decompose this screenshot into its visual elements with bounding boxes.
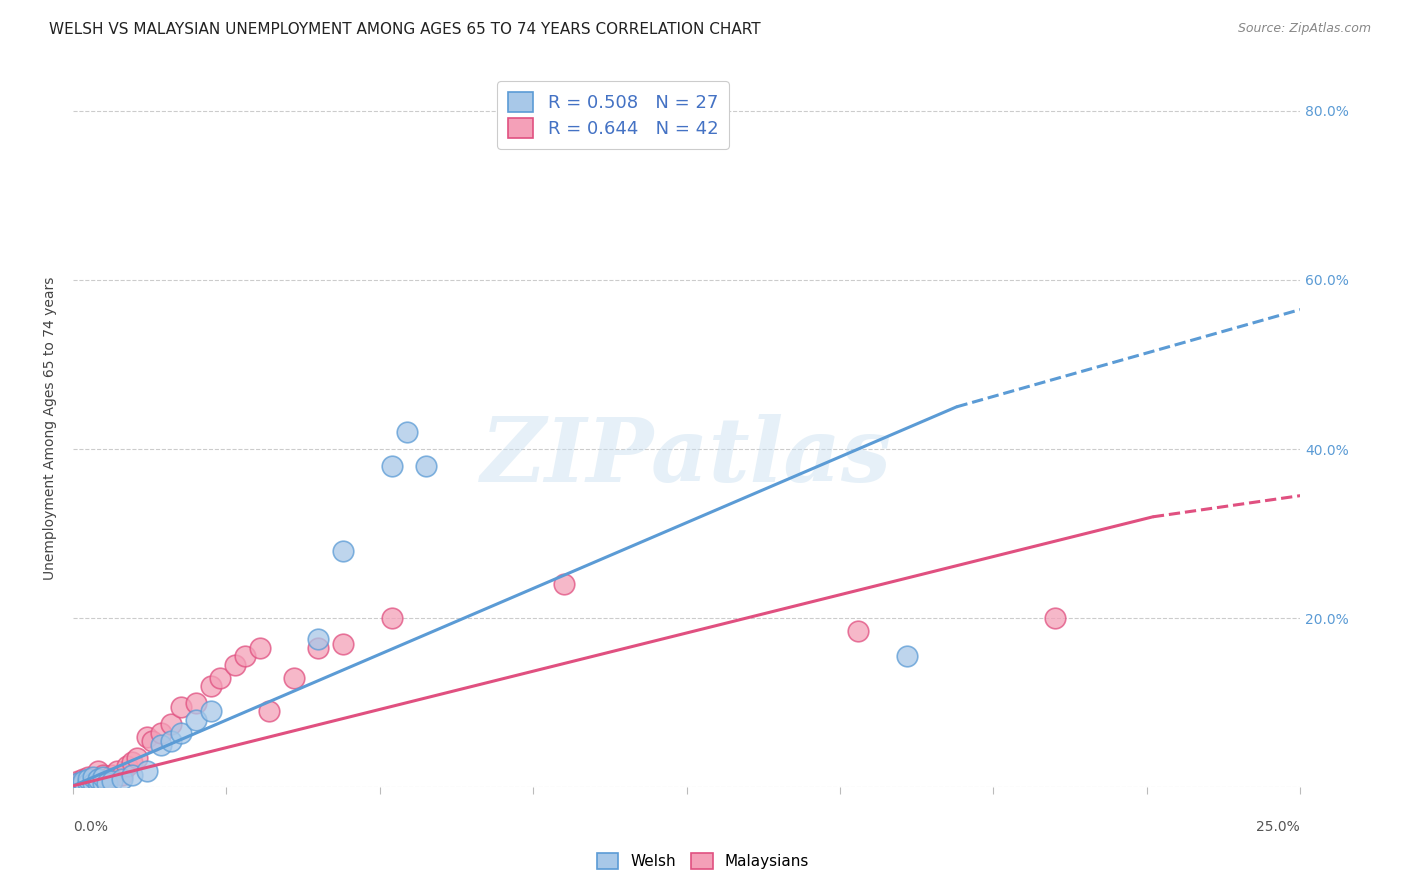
Point: [91, 776, 114, 790]
Text: 0.0%: 0.0%: [73, 820, 108, 834]
Point: [86, 764, 108, 778]
Point: [105, 764, 128, 778]
Point: [135, 764, 157, 778]
Point: [66, 776, 89, 790]
Point: [111, 772, 134, 786]
Point: [249, 640, 271, 655]
Point: [1043, 611, 1066, 625]
Point: [96, 776, 118, 790]
Point: [308, 632, 330, 647]
Point: [86, 772, 108, 786]
Point: [82, 772, 104, 786]
Point: [332, 637, 354, 651]
Point: [125, 751, 148, 765]
Point: [896, 649, 918, 664]
Text: ZIPatlas: ZIPatlas: [481, 414, 891, 500]
Point: [82, 776, 104, 790]
Point: [121, 755, 143, 769]
Point: [308, 640, 330, 655]
Point: [76, 772, 98, 786]
Point: [76, 776, 98, 790]
Point: [381, 611, 404, 625]
Point: [76, 776, 98, 790]
Point: [82, 770, 104, 784]
Point: [184, 696, 207, 710]
Point: [72, 776, 94, 790]
Point: [86, 776, 108, 790]
Point: [415, 458, 437, 473]
Point: [170, 700, 193, 714]
Point: [121, 768, 143, 782]
Point: [848, 624, 870, 638]
Point: [150, 738, 173, 752]
Text: WELSH VS MALAYSIAN UNEMPLOYMENT AMONG AGES 65 TO 74 YEARS CORRELATION CHART: WELSH VS MALAYSIAN UNEMPLOYMENT AMONG AG…: [49, 22, 761, 37]
Point: [224, 657, 246, 672]
Point: [395, 425, 418, 440]
Point: [553, 577, 575, 591]
Point: [76, 779, 98, 793]
Point: [160, 717, 183, 731]
Point: [209, 671, 232, 685]
Point: [76, 770, 98, 784]
Point: [66, 776, 89, 790]
Point: [200, 704, 222, 718]
Point: [141, 734, 163, 748]
Y-axis label: Unemployment Among Ages 65 to 74 years: Unemployment Among Ages 65 to 74 years: [44, 277, 58, 580]
Text: Source: ZipAtlas.com: Source: ZipAtlas.com: [1237, 22, 1371, 36]
Point: [150, 725, 173, 739]
Legend: Welsh, Malaysians: Welsh, Malaysians: [591, 847, 815, 875]
Point: [135, 730, 157, 744]
Point: [259, 704, 281, 718]
Point: [72, 776, 94, 790]
Point: [72, 772, 94, 786]
Point: [82, 776, 104, 790]
Point: [111, 768, 134, 782]
Point: [101, 768, 124, 782]
Point: [91, 776, 114, 790]
Point: [233, 649, 256, 664]
Point: [170, 725, 193, 739]
Point: [86, 776, 108, 790]
Point: [115, 759, 138, 773]
Point: [91, 770, 114, 784]
Point: [283, 671, 305, 685]
Point: [72, 773, 94, 788]
Point: [184, 713, 207, 727]
Point: [66, 773, 89, 788]
Point: [200, 679, 222, 693]
Point: [160, 734, 183, 748]
Point: [101, 773, 124, 788]
Point: [96, 772, 118, 786]
Point: [332, 543, 354, 558]
Point: [91, 768, 114, 782]
Point: [86, 772, 108, 786]
Legend: R = 0.508   N = 27, R = 0.644   N = 42: R = 0.508 N = 27, R = 0.644 N = 42: [496, 81, 728, 149]
Point: [381, 458, 404, 473]
Point: [66, 779, 89, 793]
Text: 25.0%: 25.0%: [1257, 820, 1301, 834]
Point: [72, 779, 94, 793]
